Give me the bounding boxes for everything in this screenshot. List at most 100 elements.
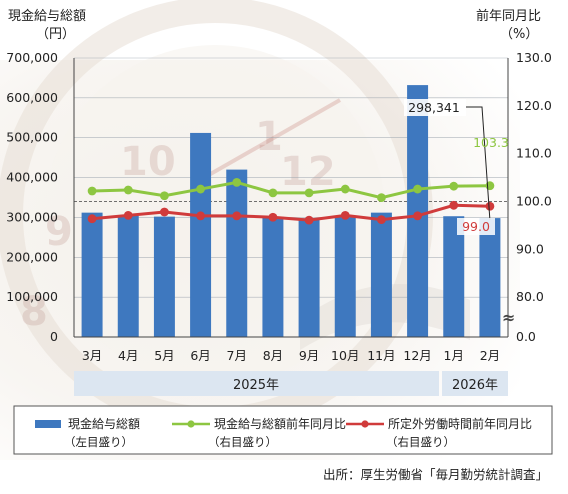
annotation-green-value: 103.3 xyxy=(473,135,509,150)
series-point xyxy=(196,211,205,221)
year-label-2025: 2025年 xyxy=(233,378,279,393)
source-note: 出所：厚生労働省「毎月勤労統計調査」 xyxy=(323,467,548,482)
annotation-bg xyxy=(404,99,466,116)
bar xyxy=(226,169,248,337)
category-label: 10月 xyxy=(331,348,359,363)
series-point xyxy=(340,184,350,194)
category-label: 6月 xyxy=(190,348,210,363)
series-point xyxy=(449,200,459,210)
left-tick-label: 100,000 xyxy=(6,289,58,304)
year-label-2026: 2026年 xyxy=(452,378,498,393)
right-tick-label: 110.0 xyxy=(516,146,552,161)
left-tick-label: 0 xyxy=(50,329,58,344)
right-tick-label-bottom: 0.0 xyxy=(516,329,536,344)
series-point xyxy=(87,186,97,196)
series-point xyxy=(304,215,314,225)
bar xyxy=(153,216,175,337)
left-tick-label: 400,000 xyxy=(6,170,58,185)
bar xyxy=(443,216,465,337)
year-band-2025 xyxy=(74,371,439,396)
legend-bar-swatch xyxy=(35,420,61,428)
left-axis-title: 現金給与総額 xyxy=(8,8,86,24)
legend-green-marker xyxy=(187,420,195,428)
tick-labels: 0 100,000 200,000 300,000 400,000 500,000 600,… xyxy=(6,50,552,363)
series-point xyxy=(268,212,278,222)
category-label: 4月 xyxy=(118,348,138,363)
annotation-leader xyxy=(466,106,491,221)
category-label: 9月 xyxy=(299,348,319,363)
series-point xyxy=(449,181,459,191)
axis-break-symbol: ≈ xyxy=(502,308,515,327)
left-tick-label: 200,000 xyxy=(6,249,58,264)
right-tick-label: 120.0 xyxy=(516,98,552,113)
series-point xyxy=(232,177,242,187)
year-band-2026 xyxy=(442,371,508,396)
series-point xyxy=(123,185,133,195)
category-label: 8月 xyxy=(263,348,283,363)
legend-sub-bar: （左目盛り） xyxy=(64,435,133,449)
bar xyxy=(190,132,212,337)
line-series xyxy=(87,177,495,225)
right-axis-title: 前年同月比 xyxy=(476,8,541,24)
series-point xyxy=(232,211,242,221)
category-label: 11月 xyxy=(367,348,395,363)
category-label: 3月 xyxy=(82,348,102,363)
right-axis-unit: （%） xyxy=(500,27,538,42)
left-tick-label: 500,000 xyxy=(6,130,58,145)
bar xyxy=(479,218,501,337)
series-point xyxy=(413,184,422,194)
right-tick-label: 90.0 xyxy=(516,241,544,256)
annotation-bar-value: 298,341 xyxy=(408,100,460,115)
bar-series xyxy=(81,85,501,337)
category-label: 2月 xyxy=(480,348,500,363)
series-point xyxy=(87,214,97,224)
svg-text:1: 1 xyxy=(255,114,283,160)
right-tick-label: 100.0 xyxy=(516,193,552,208)
right-tick-label: 80.0 xyxy=(516,289,544,304)
bar xyxy=(81,212,103,337)
series-point xyxy=(413,211,422,221)
right-tick-label: 130.0 xyxy=(516,50,552,65)
series-point xyxy=(196,184,205,194)
legend: 現金給与総額 （左目盛り） 現金給与総額前年同月比 （右目盛り） 所定外労働時間… xyxy=(13,405,553,455)
series-line xyxy=(92,180,490,200)
annotations: 298,341 103.3 99.0 xyxy=(404,99,509,235)
series-point xyxy=(377,215,386,225)
svg-text:9: 9 xyxy=(45,209,73,255)
legend-red-marker xyxy=(361,420,369,428)
legend-sub-green: （右目盛り） xyxy=(208,435,277,449)
series-point xyxy=(377,193,386,203)
bar xyxy=(298,218,320,337)
legend-label-bar: 現金給与総額 xyxy=(68,416,140,431)
left-tick-label: 300,000 xyxy=(6,209,58,224)
bar xyxy=(117,215,139,337)
bar xyxy=(334,217,356,337)
legend-label-green: 現金給与総額前年同月比 xyxy=(214,416,346,431)
annotation-bg xyxy=(457,218,495,235)
series-line xyxy=(91,203,490,222)
category-label: 12月 xyxy=(403,348,431,363)
legend-sub-red: （右目盛り） xyxy=(386,435,455,449)
series-point xyxy=(304,188,314,198)
category-label: 5月 xyxy=(154,348,174,363)
svg-text:8: 8 xyxy=(20,289,48,335)
annotation-red-value: 99.0 xyxy=(462,219,490,234)
axes xyxy=(73,58,509,338)
gridlines xyxy=(74,57,508,298)
svg-text:12: 12 xyxy=(280,149,336,195)
series-point xyxy=(160,207,169,217)
legend-label-red: 所定外労働時間前年同月比 xyxy=(388,416,532,431)
series-point xyxy=(160,191,169,201)
series-point xyxy=(485,201,495,211)
series-point xyxy=(268,188,278,198)
left-axis-unit: （円） xyxy=(36,27,75,42)
left-tick-label: 600,000 xyxy=(6,90,58,105)
series-point xyxy=(123,210,133,220)
left-tick-label: 700,000 xyxy=(6,50,58,65)
bar xyxy=(370,212,392,337)
category-label: 7月 xyxy=(227,348,247,363)
category-label: 1月 xyxy=(444,348,464,363)
bar xyxy=(407,85,429,337)
series-point xyxy=(340,210,350,220)
